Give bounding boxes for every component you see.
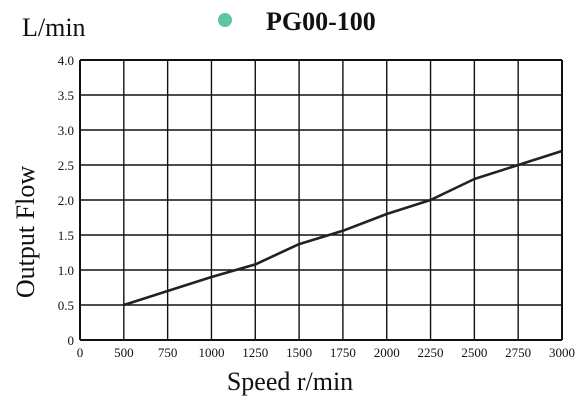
- x-tick-label: 3000: [549, 345, 575, 360]
- x-tick-label: 2500: [461, 345, 487, 360]
- x-tick-label: 2000: [374, 345, 400, 360]
- y-tick-label: 1.5: [58, 228, 74, 243]
- y-unit-label: L/min: [22, 13, 86, 42]
- x-tick-label: 750: [158, 345, 178, 360]
- x-tick-label: 1500: [286, 345, 312, 360]
- x-tick-label: 0: [77, 345, 84, 360]
- x-tick-label: 2250: [418, 345, 444, 360]
- y-tick-label: 3.5: [58, 88, 74, 103]
- series-line: [123, 149, 563, 307]
- chart-title: PG00-100: [266, 7, 376, 36]
- y-tick-label: 4.0: [58, 53, 74, 68]
- y-tick-label: 3.0: [58, 123, 74, 138]
- y-tick-label: 0: [68, 333, 75, 348]
- x-tick-label: 500: [114, 345, 134, 360]
- x-tick-label: 1250: [242, 345, 268, 360]
- data-series: [123, 149, 563, 307]
- x-tick-label: 2750: [505, 345, 531, 360]
- x-tick-label: 1000: [198, 345, 224, 360]
- grid-lines: [79, 59, 563, 341]
- y-tick-labels: 0 0.5 1.0 1.5 2.0 2.5 3.0 3.5 4.0: [58, 53, 74, 348]
- y-tick-label: 2.0: [58, 193, 74, 208]
- legend-marker: [218, 13, 232, 27]
- y-tick-label: 1.0: [58, 263, 74, 278]
- y-tick-label: 2.5: [58, 158, 74, 173]
- x-tick-label: 1750: [330, 345, 356, 360]
- y-tick-label: 0.5: [58, 298, 74, 313]
- x-tick-labels: 0 500 750 1000 1250 1500 1750 2000 2250 2500 2750 3…: [77, 345, 575, 360]
- y-axis-label: Output Flow: [11, 166, 40, 298]
- x-axis-label: Speed r/min: [227, 367, 353, 396]
